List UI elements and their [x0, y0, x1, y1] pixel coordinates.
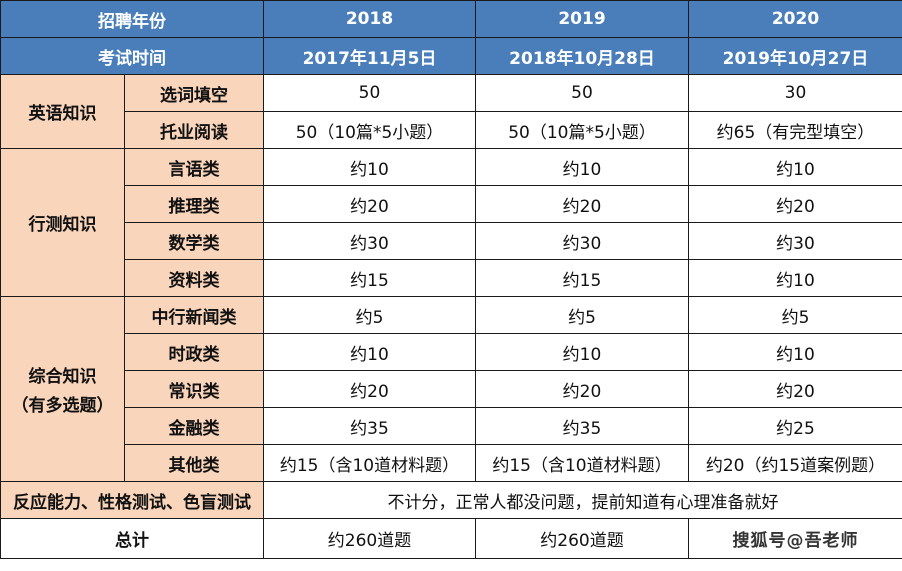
value-cell: 约30 — [475, 222, 689, 260]
value-cell: 约20（约15道案例题） — [688, 444, 902, 482]
table-row: 其他类 约15（含10道材料题） 约15（含10道材料题） 约20（约15道案例题） — [1, 444, 902, 482]
value-cell: 50 — [263, 74, 476, 112]
table-row: 数学类 约30 约30 约30 — [1, 222, 902, 260]
table-row: 托业阅读 50（10篇*5小题） 50（10篇*5小题） 约65（有完型填空） — [1, 111, 902, 149]
item-label: 常识类 — [124, 370, 264, 408]
table-row: 行测知识 言语类 约10 约10 约10 — [0, 148, 902, 297]
value-cell: 约20 — [475, 370, 689, 408]
exam-date: 2018年10月28日 — [475, 37, 689, 75]
value-cell: 约25 — [688, 407, 902, 445]
item-label: 资料类 — [124, 259, 264, 297]
header-row-year: 招聘年份 2018 2019 2020 — [0, 0, 902, 38]
exam-structure-table: 招聘年份 2018 2019 2020 考试时间 2017年11月5日 2018… — [0, 0, 902, 559]
value-cell: 约35 — [263, 407, 476, 445]
header-label: 招聘年份 — [0, 0, 264, 38]
value-cell: 约10 — [263, 333, 476, 371]
value-cell: 50 — [475, 74, 689, 112]
value-cell: 50（10篇*5小题） — [263, 111, 476, 149]
table-row: 时政类 约10 约10 约10 — [1, 333, 902, 371]
table-row: 常识类 约20 约20 约20 — [1, 370, 902, 408]
value-cell: 约10 — [688, 148, 902, 186]
group-name: 英语知识 — [28, 104, 97, 124]
value-cell: 约30 — [688, 222, 902, 260]
table-row: 推理类 约20 约20 约20 — [1, 185, 902, 223]
value-cell: 约15（含10道材料题） — [263, 444, 476, 482]
value-cell: 约30 — [263, 222, 476, 260]
group-label: 综合知识 （有多选题） — [0, 296, 125, 482]
item-label: 选词填空 — [124, 74, 264, 112]
exam-date: 2019年10月27日 — [688, 37, 902, 75]
group-note: （有多选题） — [11, 396, 114, 416]
item-label: 推理类 — [124, 185, 264, 223]
value-cell: 约10 — [263, 148, 476, 186]
group-name: 行测知识 — [28, 215, 97, 235]
watermark: 搜狐号@吾老师 — [688, 518, 902, 559]
year-2018: 2018 — [263, 0, 476, 38]
table-row: 综合知识 （有多选题） 中行新闻类 约5 约5 约5 — [0, 296, 902, 482]
exam-date: 2017年11月5日 — [263, 37, 476, 75]
item-label: 中行新闻类 — [124, 296, 264, 334]
table-row: 金融类 约35 约35 约25 — [1, 407, 902, 445]
value-cell: 约35 — [475, 407, 689, 445]
total-value: 约260道题 — [263, 518, 476, 559]
value-cell: 约10 — [475, 333, 689, 371]
value-cell: 约10 — [475, 148, 689, 186]
value-cell: 约10 — [688, 333, 902, 371]
group-label: 英语知识 — [0, 74, 125, 149]
value-cell: 约20 — [688, 185, 902, 223]
value-cell: 30 — [688, 74, 902, 112]
value-cell: 约20 — [263, 370, 476, 408]
group-name: 综合知识 — [28, 367, 97, 387]
value-cell: 约5 — [263, 296, 476, 334]
value-cell: 约5 — [688, 296, 902, 334]
extra-value: 不计分，正常人都没问题，提前知道有心理准备就好 — [263, 481, 902, 519]
value-cell: 约10 — [688, 259, 902, 297]
value-cell: 约20 — [475, 185, 689, 223]
value-cell: 约15 — [475, 259, 689, 297]
value-cell: 约20 — [263, 185, 476, 223]
total-row: 总计 约260道题 约260道题 搜狐号@吾老师 — [0, 518, 902, 559]
item-label: 托业阅读 — [124, 111, 264, 149]
total-value: 约260道题 — [475, 518, 689, 559]
value-cell: 约5 — [475, 296, 689, 334]
item-label: 言语类 — [124, 148, 264, 186]
total-label: 总计 — [0, 518, 264, 559]
item-label: 其他类 — [124, 444, 264, 482]
year-2019: 2019 — [475, 0, 689, 38]
value-cell: 约15（含10道材料题） — [475, 444, 689, 482]
value-cell: 约65（有完型填空） — [688, 111, 902, 149]
item-label: 时政类 — [124, 333, 264, 371]
header-label: 考试时间 — [0, 37, 264, 75]
group-label: 行测知识 — [0, 148, 125, 297]
extra-row: 反应能力、性格测试、色盲测试 不计分，正常人都没问题，提前知道有心理准备就好 — [0, 481, 902, 519]
extra-label: 反应能力、性格测试、色盲测试 — [0, 481, 264, 519]
table-row: 资料类 约15 约15 约10 — [1, 259, 902, 297]
table-row: 英语知识 选词填空 50 50 30 — [0, 74, 902, 149]
year-2020: 2020 — [688, 0, 902, 38]
item-label: 金融类 — [124, 407, 264, 445]
item-label: 数学类 — [124, 222, 264, 260]
header-row-date: 考试时间 2017年11月5日 2018年10月28日 2019年10月27日 — [0, 37, 902, 75]
value-cell: 50（10篇*5小题） — [475, 111, 689, 149]
value-cell: 约15 — [263, 259, 476, 297]
value-cell: 约20 — [688, 370, 902, 408]
